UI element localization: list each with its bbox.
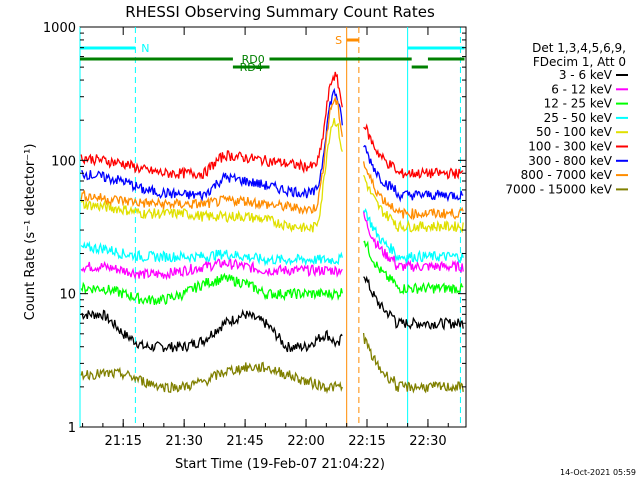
legend-label: 300 - 800 keV bbox=[528, 154, 612, 168]
series-line bbox=[80, 275, 464, 353]
legend-header-line-2: FDecim 1, Att 0 bbox=[533, 55, 626, 69]
y-axis-label: Count Rate (s⁻¹ detector⁻¹) bbox=[23, 144, 38, 321]
series-line bbox=[80, 240, 464, 306]
series-line bbox=[80, 332, 464, 395]
x-tick-label: 21:45 bbox=[226, 434, 263, 449]
legend-label: 50 - 100 keV bbox=[536, 125, 613, 139]
state-bar-label: RD0 bbox=[242, 53, 265, 66]
x-tick-label: 21:30 bbox=[165, 434, 202, 449]
legend-label: 800 - 7000 keV bbox=[521, 168, 613, 182]
y-tick-label: 10 bbox=[59, 288, 76, 303]
series-line bbox=[81, 87, 464, 203]
x-tick-label: 22:00 bbox=[287, 434, 324, 449]
legend-label: 25 - 50 keV bbox=[544, 111, 613, 125]
state-bar-label: N bbox=[141, 42, 149, 55]
state-bar-label: RD4 bbox=[240, 61, 263, 74]
legend-label: 7000 - 15000 keV bbox=[505, 182, 612, 196]
x-axis-label: Start Time (19-Feb-07 21:04:22) bbox=[175, 457, 385, 472]
y-tick-label: 1 bbox=[68, 421, 76, 436]
legend-label: 12 - 25 keV bbox=[544, 97, 613, 111]
axes: 1 10 100 1000 21:15 21:30 21:45 22:00 22:15 22:30 bbox=[43, 21, 466, 449]
footer-date: 14-Oct-2021 05:59 bbox=[560, 468, 636, 477]
legend-header-line-1: Det 1,3,4,5,6,9, bbox=[532, 41, 626, 55]
series-line bbox=[80, 117, 464, 234]
legend-label: 6 - 12 keV bbox=[551, 82, 613, 96]
x-tick-label: 22:30 bbox=[409, 434, 446, 449]
y-tick-label: 1000 bbox=[43, 21, 76, 36]
y-tick-label: 100 bbox=[51, 154, 76, 169]
x-tick-label: 22:15 bbox=[348, 434, 385, 449]
legend-label: 3 - 6 keV bbox=[559, 68, 613, 82]
chart-title: RHESSI Observing Summary Count Rates bbox=[125, 3, 435, 21]
series-line bbox=[80, 71, 464, 180]
series-line bbox=[80, 208, 464, 267]
series-line bbox=[80, 211, 464, 281]
x-tick-label: 21:15 bbox=[104, 434, 141, 449]
state-bar-label: S bbox=[335, 34, 342, 47]
series-line bbox=[80, 95, 464, 221]
legend-label: 100 - 300 keV bbox=[528, 140, 612, 154]
series-group bbox=[80, 71, 464, 395]
